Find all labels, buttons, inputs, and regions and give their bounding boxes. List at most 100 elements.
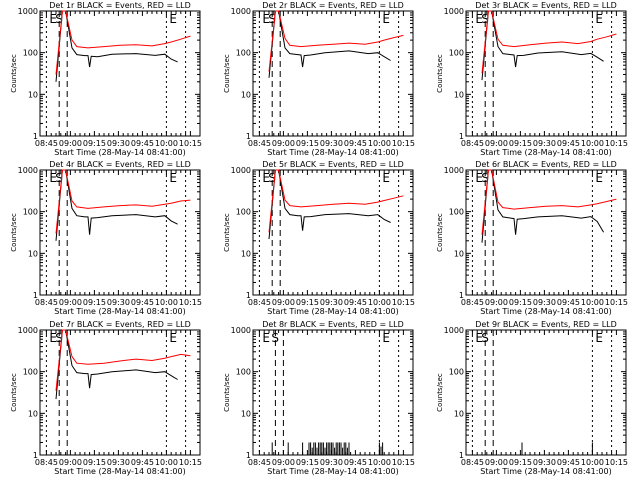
x-tick-label: 09:30 (320, 298, 343, 307)
x-axis-label: Start Time (28-May-14 08:41:00) (267, 467, 398, 476)
y-tick-label: 1 (246, 451, 251, 460)
x-axis-label: Start Time (28-May-14 08:41:00) (54, 467, 185, 476)
y-tick-label: 100 (449, 368, 464, 377)
y-tick-label: 1000 (18, 326, 38, 335)
series-line-lld (55, 169, 191, 234)
series-line-lld (268, 169, 404, 233)
panel-title: Det 4r BLACK = Events, RED = LLD (49, 160, 191, 169)
series-line-lld (481, 10, 617, 74)
y-tick-label: 10 (28, 90, 38, 99)
time-marker-label: S (481, 171, 489, 185)
series-line-events (268, 169, 391, 240)
x-tick-label: 09:30 (533, 139, 556, 148)
panel-title: Det 2r BLACK = Events, RED = LLD (262, 1, 404, 10)
y-tick-label: 10 (28, 409, 38, 418)
panel-9: Det 9r BLACK = Events, RED = LLD 1 10 100 10… (436, 320, 628, 476)
x-tick-label: 09:45 (557, 139, 580, 148)
x-tick-label: 09:00 (59, 298, 82, 307)
axes-frame (39, 169, 201, 296)
panel-title: Det 1r BLACK = Events, RED = LLD (49, 1, 191, 10)
x-tick-label: 08:45 (248, 458, 271, 467)
x-tick-label: 09:00 (272, 458, 295, 467)
x-tick-label: 09:45 (557, 298, 580, 307)
x-tick-label: 09:15 (83, 298, 106, 307)
x-tick-label: 09:00 (59, 458, 82, 467)
x-tick-label: 08:45 (461, 298, 484, 307)
x-tick-label: 10:00 (368, 298, 391, 307)
x-axis-label: Start Time (28-May-14 08:41:00) (480, 148, 611, 157)
y-axis-label: Counts/sec (10, 54, 18, 93)
time-marker-label: E (262, 12, 270, 26)
panel-8: Det 8r BLACK = Events, RED = LLD 1 10 100 10… (223, 320, 415, 476)
x-tick-label: 08:45 (248, 139, 271, 148)
x-tick-label: 09:15 (509, 139, 532, 148)
y-axis-label: Counts/sec (10, 213, 18, 252)
series-line-events (481, 169, 605, 243)
x-tick-label: 10:00 (368, 139, 391, 148)
y-axis-label: Counts/sec (436, 373, 444, 412)
x-tick-label: 09:00 (485, 298, 508, 307)
x-tick-label: 09:00 (272, 298, 295, 307)
x-axis-label: Start Time (28-May-14 08:41:00) (54, 148, 185, 157)
series-line-lld (55, 10, 191, 75)
x-tick-label: 09:15 (83, 458, 106, 467)
x-tick-label: 10:00 (155, 139, 178, 148)
time-marker-label: E (169, 12, 177, 26)
x-tick-label: 09:30 (533, 458, 556, 467)
y-tick-label: 10 (454, 249, 464, 258)
y-axis-label: Counts/sec (436, 54, 444, 93)
x-tick-label: 09:15 (296, 458, 319, 467)
time-marker-label: E (382, 12, 390, 26)
x-axis-label: Start Time (28-May-14 08:41:00) (480, 307, 611, 316)
time-marker-label: E (49, 12, 57, 26)
y-tick-label: 10 (454, 409, 464, 418)
x-tick-label: 10:15 (605, 298, 628, 307)
x-tick-label: 09:45 (344, 298, 367, 307)
series-line-events (55, 169, 178, 241)
x-tick-label: 09:00 (59, 139, 82, 148)
x-tick-label: 09:45 (344, 458, 367, 467)
x-tick-label: 09:15 (509, 298, 532, 307)
time-marker-label: E (595, 331, 603, 345)
time-marker-label: E (595, 171, 603, 185)
y-tick-label: 1 (246, 132, 251, 141)
panel-7: Det 7r BLACK = Events, RED = LLD 1 10 100 10… (10, 320, 202, 476)
y-tick-label: 1000 (18, 7, 38, 16)
y-tick-label: 1000 (444, 166, 464, 175)
x-tick-label: 08:45 (35, 139, 58, 148)
x-tick-label: 09:45 (131, 139, 154, 148)
x-tick-label: 10:15 (179, 458, 202, 467)
axes-frame (39, 329, 201, 456)
y-tick-label: 1 (246, 291, 251, 300)
x-tick-label: 09:30 (107, 298, 130, 307)
time-marker-label: E (382, 171, 390, 185)
time-marker-label: E (169, 171, 177, 185)
x-tick-label: 08:45 (461, 139, 484, 148)
time-marker-label: E (262, 171, 270, 185)
y-tick-label: 1 (459, 132, 464, 141)
y-tick-label: 1000 (231, 326, 251, 335)
x-tick-label: 10:00 (155, 298, 178, 307)
x-axis-label: Start Time (28-May-14 08:41:00) (480, 467, 611, 476)
x-tick-label: 09:45 (131, 298, 154, 307)
x-tick-label: 09:15 (296, 298, 319, 307)
y-axis-label: Counts/sec (223, 213, 231, 252)
y-tick-label: 10 (241, 90, 251, 99)
series-line-events (55, 329, 178, 400)
y-tick-label: 1000 (231, 166, 251, 175)
y-tick-label: 1 (33, 451, 38, 460)
panel-title: Det 6r BLACK = Events, RED = LLD (475, 160, 617, 169)
time-marker-label: E (382, 331, 390, 345)
time-marker-label: S (268, 12, 276, 26)
x-tick-label: 09:30 (533, 298, 556, 307)
x-axis-label: Start Time (28-May-14 08:41:00) (54, 307, 185, 316)
y-tick-label: 1 (459, 451, 464, 460)
x-tick-label: 09:00 (485, 458, 508, 467)
x-tick-label: 08:45 (461, 458, 484, 467)
x-tick-label: 10:15 (179, 139, 202, 148)
x-tick-label: 09:15 (296, 139, 319, 148)
y-tick-label: 100 (23, 49, 38, 58)
x-tick-label: 10:00 (155, 458, 178, 467)
x-tick-label: 10:15 (392, 298, 415, 307)
y-tick-label: 100 (236, 49, 251, 58)
